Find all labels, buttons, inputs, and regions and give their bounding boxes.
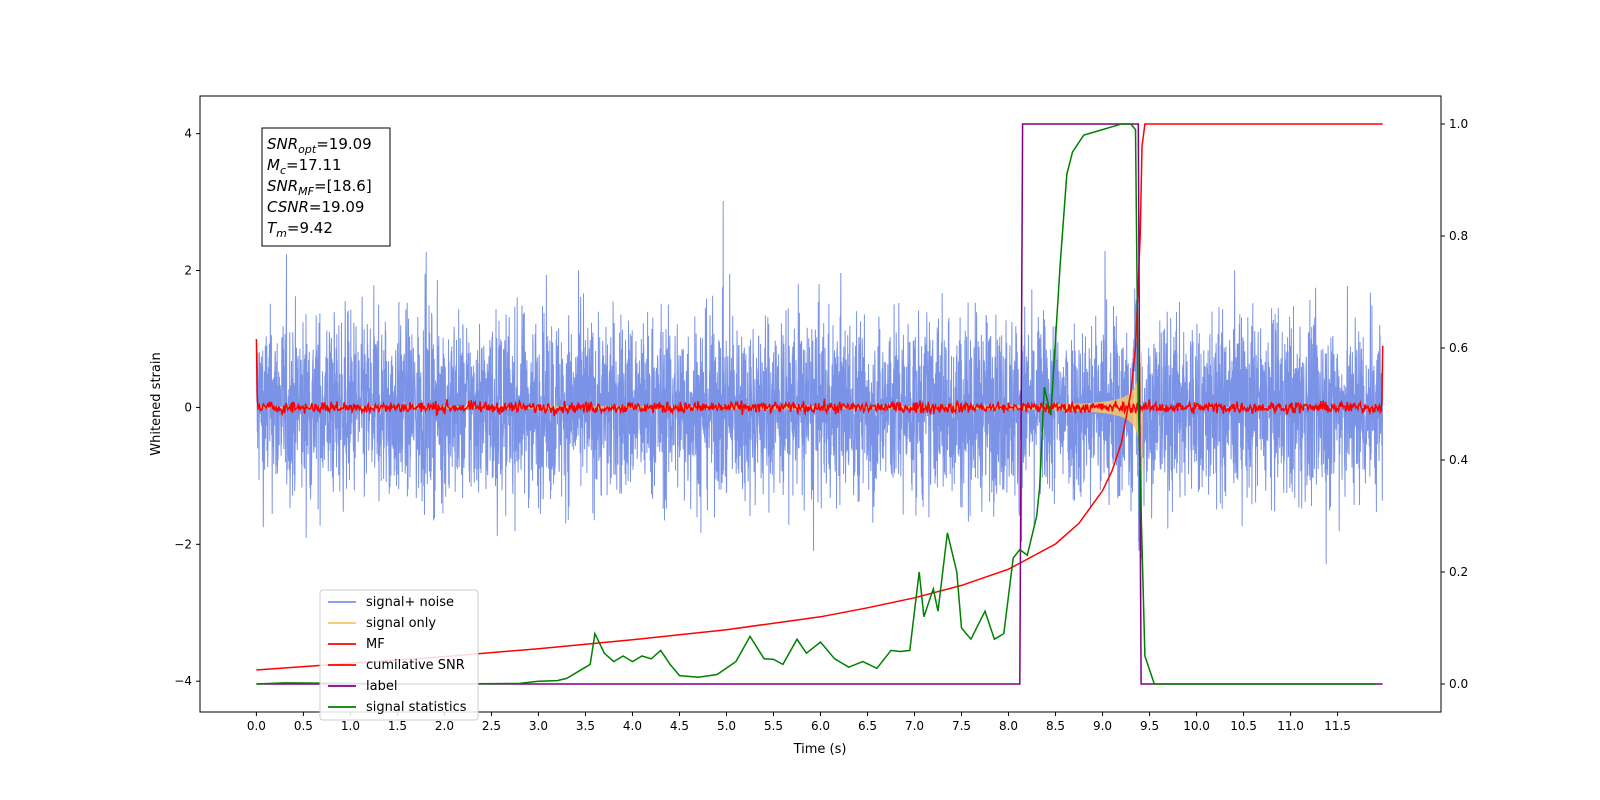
y-left-tick-label: −4 [174, 674, 192, 688]
x-tick-label: 4.5 [670, 719, 689, 733]
info-line: Mc=17.11 [267, 156, 342, 177]
legend-entry: signal statistics [366, 700, 467, 715]
x-tick-label: 6.0 [811, 719, 830, 733]
y-right-tick-label: 0.4 [1449, 453, 1468, 467]
x-tick-label: 7.0 [905, 719, 924, 733]
y-left-tick-label: 2 [184, 264, 192, 278]
legend-entry: MF [366, 637, 385, 652]
x-tick-label: 3.5 [576, 719, 595, 733]
legend: signal+ noise signal only MF cumilative SNR… [319, 589, 479, 721]
plot-area [255, 123, 1384, 685]
x-tick-label: 10.5 [1230, 719, 1257, 733]
x-tick-label: 10.0 [1183, 719, 1210, 733]
x-tick-label: 7.5 [952, 719, 971, 733]
x-tick-label: 5.0 [717, 719, 736, 733]
x-tick-label: 8.0 [999, 719, 1018, 733]
info-line: CSNR=19.09 [267, 198, 364, 216]
x-tick-label: 6.5 [858, 719, 877, 733]
x-tick-label: 9.0 [1093, 719, 1112, 733]
x-tick-label: 2.5 [482, 719, 501, 733]
x-tick-label: 5.5 [764, 719, 783, 733]
legend-entry: label [366, 679, 397, 694]
x-tick-label: 8.5 [1046, 719, 1065, 733]
info-line: SNRopt=19.09 [267, 135, 372, 156]
y-axis-left: −4 −2 0 2 4 [174, 127, 200, 688]
x-tick-label: 0.0 [247, 719, 266, 733]
y-right-tick-label: 0.8 [1449, 229, 1468, 243]
y-left-tick-label: 0 [184, 400, 192, 414]
legend-entry: signal+ noise [366, 595, 454, 610]
y-axis-label: Whitened strain [149, 352, 164, 455]
series-signal-statistics [256, 123, 1376, 685]
info-box: SNRopt=19.09Mc=17.11SNRMF=[18.6]CSNR=19.… [261, 127, 391, 247]
y-right-tick-label: 0.0 [1449, 677, 1468, 691]
series-signal-plus-noise [255, 200, 1384, 600]
y-right-tick-label: 0.2 [1449, 565, 1468, 579]
x-tick-label: 4.0 [623, 719, 642, 733]
x-tick-label: 0.5 [294, 719, 313, 733]
x-tick-label: 11.0 [1277, 719, 1304, 733]
series-mf [255, 338, 1384, 418]
info-line: SNRMF=[18.6] [267, 177, 372, 198]
x-tick-label: 9.5 [1140, 719, 1159, 733]
x-axis-label: Time (s) [793, 742, 847, 757]
x-tick-label: 11.5 [1324, 719, 1351, 733]
y-axis-right: 0.0 0.2 0.4 0.6 0.8 1.0 [1441, 117, 1468, 691]
x-tick-label: 1.5 [388, 719, 407, 733]
legend-entry: cumilative SNR [366, 658, 465, 673]
x-axis: 0.0 0.5 1.0 1.5 2.0 2.5 3.0 3.5 4.0 4.5 5.0 5.5 6.0 6… [247, 712, 1351, 733]
x-tick-label: 3.0 [529, 719, 548, 733]
y-left-tick-label: 4 [184, 127, 192, 141]
y-right-tick-label: 0.6 [1449, 341, 1468, 355]
x-tick-label: 1.0 [341, 719, 360, 733]
x-tick-label: 2.0 [435, 719, 454, 733]
y-right-tick-label: 1.0 [1449, 117, 1468, 131]
info-line: Tm=9.42 [267, 219, 333, 240]
y-left-tick-label: −2 [174, 537, 192, 551]
legend-entry: signal only [366, 616, 436, 631]
